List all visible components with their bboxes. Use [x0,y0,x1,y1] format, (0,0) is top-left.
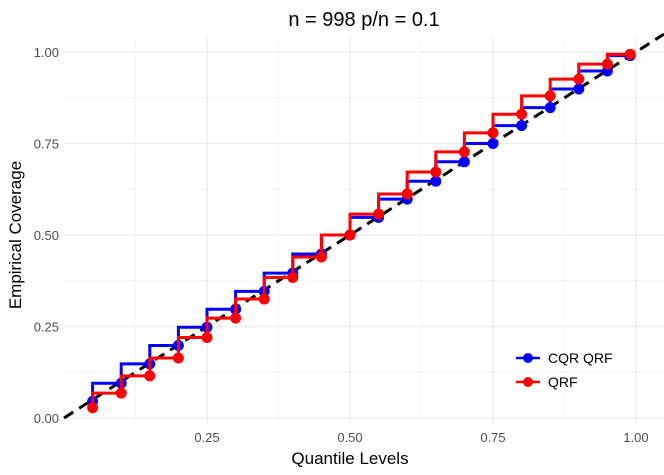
data-point [458,146,470,158]
x-tick-label: 0.75 [480,430,505,445]
data-point [172,352,184,364]
x-tick-label: 0.25 [194,430,219,445]
data-point [544,90,556,102]
data-point [315,251,327,263]
y-tick-label: 0.75 [34,137,59,152]
y-tick-label: 0.00 [34,411,59,426]
series-qrf [87,48,636,414]
legend-key-dot-icon [523,353,533,363]
data-point [87,402,99,414]
step-line [91,52,631,408]
legend-item-qrf: QRF [516,374,578,390]
data-point [487,138,499,149]
x-axis-title: Quantile Levels [291,449,408,468]
data-point [573,83,585,95]
diagonal-reference-line [63,32,664,420]
x-axis-ticks: 0.25 0.50 0.75 1.00 [194,430,648,445]
legend: CQR QRF QRF [516,350,613,390]
data-point [287,271,299,283]
data-point [544,102,556,114]
data-point [516,108,528,120]
x-tick-label: 0.50 [337,430,362,445]
legend-label: QRF [548,374,578,390]
data-point [430,166,442,178]
data-point [458,156,470,168]
data-point [487,127,499,139]
chart-title: n = 998 p/n = 0.1 [288,9,439,31]
y-tick-label: 0.50 [34,228,59,243]
data-point [344,229,356,241]
data-point [573,73,585,85]
legend-key-dot-icon [523,377,533,387]
data-point [373,208,385,220]
data-point [201,331,213,343]
data-point [601,58,613,70]
y-axis-ticks: 0.00 0.25 0.50 0.75 1.00 [34,45,59,426]
y-tick-label: 0.25 [34,320,59,335]
data-point [401,188,413,200]
y-axis-title: Empirical Coverage [6,161,25,309]
y-tick-label: 1.00 [34,45,59,60]
data-point [144,370,156,382]
data-point [258,293,270,305]
x-tick-label: 1.00 [623,430,648,445]
data-point [115,387,127,399]
series-layer [87,48,636,414]
data-point [230,312,242,324]
data-point [624,48,636,60]
legend-label: CQR QRF [548,350,613,366]
grid-lines [64,38,664,425]
data-point [430,175,442,187]
legend-item-cqr-qrf: CQR QRF [516,350,613,366]
data-point [516,120,528,132]
